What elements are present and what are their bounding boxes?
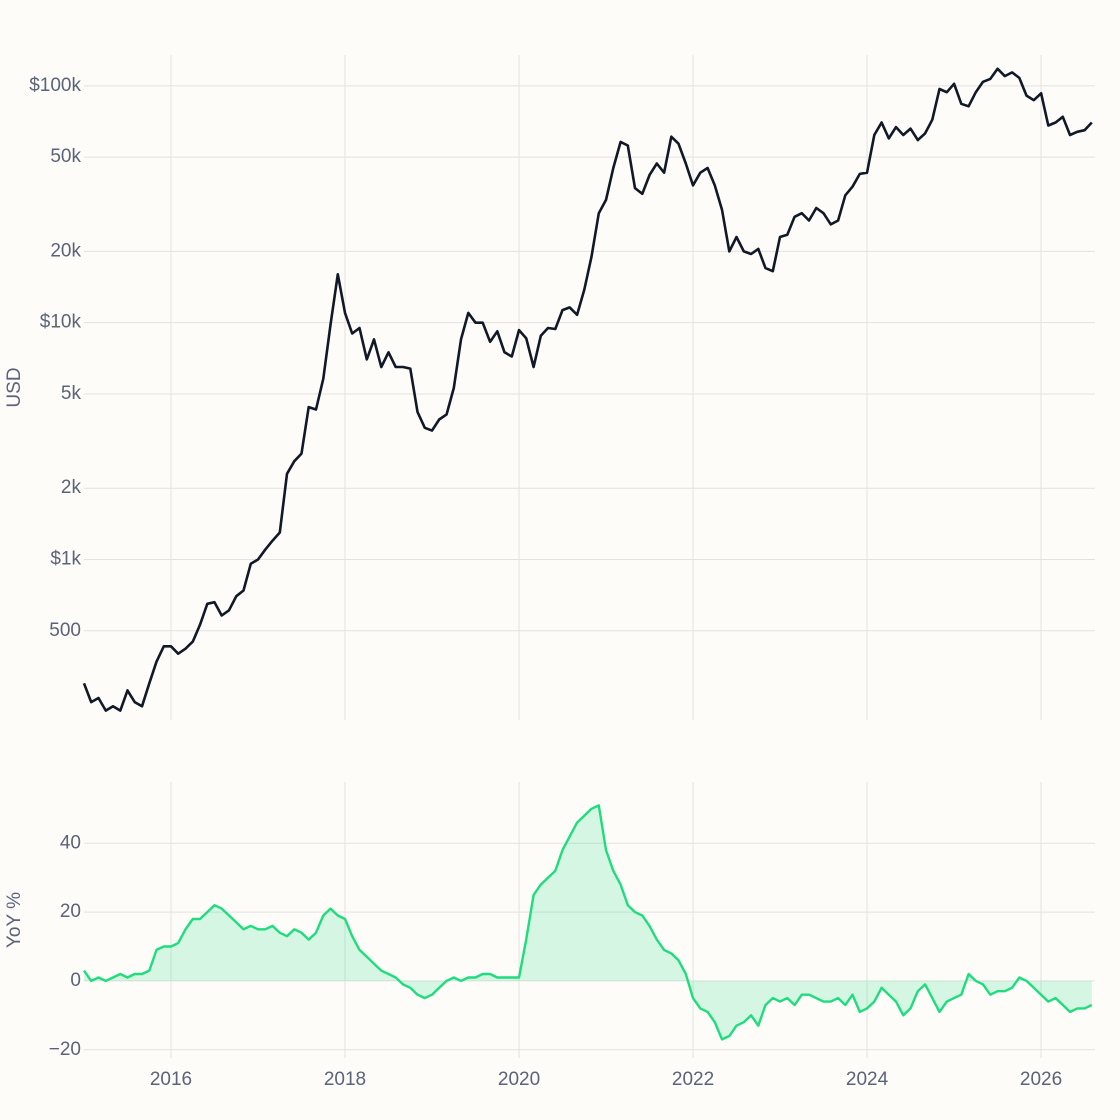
y-tick-label: 5k: [61, 383, 82, 404]
area-fill: [84, 805, 1092, 1040]
y-tick-label: 20: [60, 901, 81, 922]
x-tick-label: 2026: [1020, 1069, 1062, 1090]
x-tick-label: 2018: [324, 1069, 366, 1090]
price-line: [82, 67, 1093, 712]
y-tick-label: 500: [49, 620, 81, 641]
y-tick-label: 40: [60, 832, 81, 853]
y-axis-label: USD: [4, 367, 25, 407]
y-tick-label: −20: [49, 1039, 81, 1060]
y-axis-label: YoY %: [4, 892, 25, 948]
y-tick-label: $1k: [50, 549, 81, 570]
y-tick-label: 50k: [50, 146, 81, 167]
y-tick-label: 20k: [50, 240, 81, 261]
x-tick-label: 2020: [498, 1069, 540, 1090]
y-tick-label: $10k: [40, 312, 82, 333]
x-tick-label: 2022: [672, 1069, 714, 1090]
y-tick-label: $100k: [29, 75, 81, 96]
x-tick-label: 2024: [846, 1069, 889, 1090]
x-tick-label: 2016: [150, 1069, 192, 1090]
y-tick-label: 2k: [61, 477, 82, 498]
y-tick-label: 0: [70, 970, 81, 991]
area-line: [83, 804, 1093, 1041]
